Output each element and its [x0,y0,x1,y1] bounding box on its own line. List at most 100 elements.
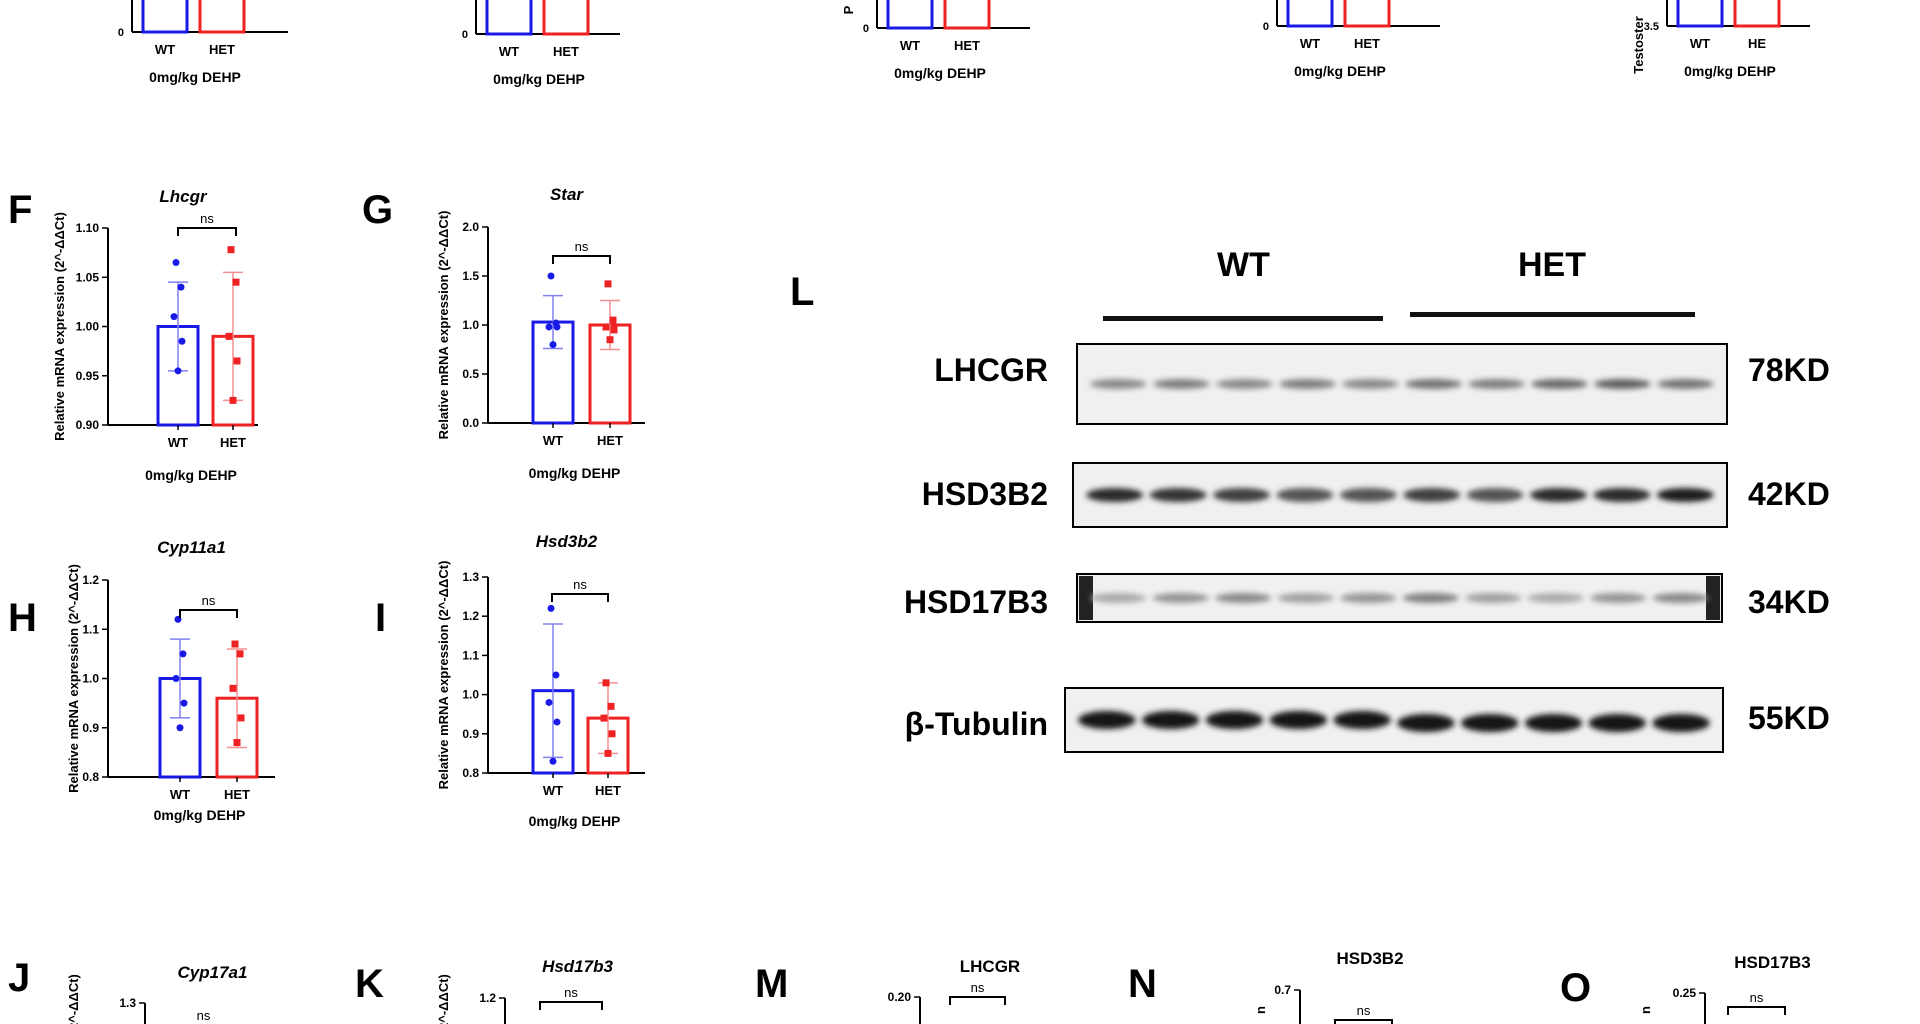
wb-band-0-lane-5 [1405,379,1462,389]
data-point-f-wt [178,337,186,345]
x-tick-label-g-het: HET [597,433,623,448]
data-point-h-het [237,714,245,722]
y-tick-label-g: 1.5 [462,269,479,283]
panel-letter-f: F [8,188,33,232]
wb-size-label-34kd: 34KD [1748,584,1830,620]
chart-title-f: Lhcgr [159,187,208,206]
wb-band-3-lane-7 [1524,714,1583,732]
wb-band-0-lane-7 [1531,379,1588,389]
data-point-i-het [602,679,610,687]
top-tick-label-3: 0 [1263,21,1269,33]
wb-band-1-lane-4 [1339,488,1397,502]
x-tick-label-i-het: HET [595,783,621,798]
panel-letter-g: G [362,188,394,232]
panel-letter-h: H [8,596,37,640]
top-bar-wt-3 [1286,0,1334,28]
data-point-g-het [610,326,618,334]
wb-band-2-lane-9 [1652,593,1709,603]
x-tick-label-h-wt: WT [170,787,190,802]
top-bar-wt-0 [141,0,189,34]
y-tick-label-h: 0.9 [82,721,99,735]
wb-band-0-lane-3 [1279,379,1336,389]
data-point-i-het [607,702,615,710]
y-tick-label-m: 0.20 [888,990,912,1004]
data-point-g-het [602,323,610,331]
x-tick-label-g-wt: WT [543,433,563,448]
top-ylabel-2: P [841,5,856,14]
wb-band-2-lane-8 [1590,593,1647,603]
y-tick-label-h: 0.8 [82,770,99,784]
data-point-g-het [609,316,617,324]
data-point-g-wt [549,341,557,349]
wb-band-3-lane-8 [1588,714,1647,732]
wb-band-3-lane-9 [1652,714,1710,732]
panel-letter-l: L [790,270,815,314]
top-bar-wt-2 [886,0,934,30]
wb-band-1-lane-9 [1656,488,1714,502]
y-axis-label-i: Relative mRNA expression (2^-ΔΔCt) [436,561,451,790]
data-point-g-het [606,336,614,344]
wb-band-2-lane-0 [1090,593,1147,603]
top-chart-d: 0 WT HET 0mg/kg DEHP [1263,0,1440,79]
chart-title-g: Star [550,185,584,204]
wb-size-label-42kd: 42KD [1748,476,1830,512]
chart-f: Lhcgr 0.90 0.95 1.00 1.05 1.10 Relative mRNA e… [52,187,258,483]
data-point-h-het [229,684,237,692]
y-tick-label-g: 1.0 [462,318,479,332]
y-tick-label-f: 1.00 [76,320,100,334]
wb-band-1-lane-5 [1403,488,1461,502]
data-point-i-wt [545,698,553,706]
panel-letter-n: N [1128,962,1157,1006]
y-tick-label-i: 0.9 [462,727,479,741]
y-tick-label-f: 0.90 [76,418,100,432]
top-group-label-het-1: HET [553,44,579,59]
sig-bracket-o [1727,1006,1786,1015]
x-tick-label-f-wt: WT [168,435,188,450]
data-point-h-het [236,650,244,658]
panel-letter-i: I [375,596,387,640]
y-tick-label-f: 0.95 [76,369,100,383]
wb-band-2-lane-2 [1215,593,1272,603]
wb-size-label-55kd: 55KD [1748,700,1830,736]
data-point-i-het [600,714,608,722]
data-point-i-het [604,749,612,757]
wb-group-label-het: HET [1518,246,1586,284]
wb-band-3-lane-2 [1205,711,1264,729]
wb-size-label-78kd: 78KD [1748,352,1830,388]
y-tick-label-i: 1.3 [462,570,479,584]
top-chart-b: 0 WT HET 0mg/kg DEHP [462,0,620,87]
wb-band-0-lane-4 [1342,379,1399,389]
y-tick-label-o: 0.25 [1673,986,1697,1000]
wb-band-1-lane-8 [1593,488,1651,502]
top-group-label-wt-4: WT [1690,36,1710,51]
wb-band-2-lane-5 [1402,593,1459,603]
top-group-label-het-4: HE [1748,36,1766,51]
data-point-i-wt [549,757,557,765]
sig-bracket-h [179,609,238,618]
sig-bracket-n [1334,1019,1393,1024]
top-chart-c: 0 WT HET 0mg/kg DEHP P [841,0,1030,81]
y-tick-label-i: 1.1 [462,648,479,662]
x-tick-label-i-wt: WT [543,783,563,798]
wb-band-0-lane-1 [1153,379,1210,389]
top-chart-e: 3.5 WT HE 0mg/kg DEHP Testoster [1631,0,1810,79]
top-group-label-wt-3: WT [1300,36,1320,51]
chart-o: HSD17B3 0.25 n ns [1638,953,1811,1024]
top-group-label-het-2: HET [954,38,980,53]
sig-label-j: ns [197,1008,211,1023]
data-point-g-het [604,280,612,288]
data-point-f-het [227,246,235,254]
chart-title-o: HSD17B3 [1734,953,1811,972]
top-xlabel-3: 0mg/kg DEHP [1294,63,1386,79]
data-point-f-wt [174,367,182,375]
wb-band-3-lane-0 [1078,711,1136,729]
top-group-label-wt-1: WT [499,44,519,59]
panel-letter-j: J [8,956,31,1000]
panel-letter-o: O [1560,966,1592,1010]
wb-blot-3 [1064,687,1724,753]
data-point-g-wt [547,272,555,280]
